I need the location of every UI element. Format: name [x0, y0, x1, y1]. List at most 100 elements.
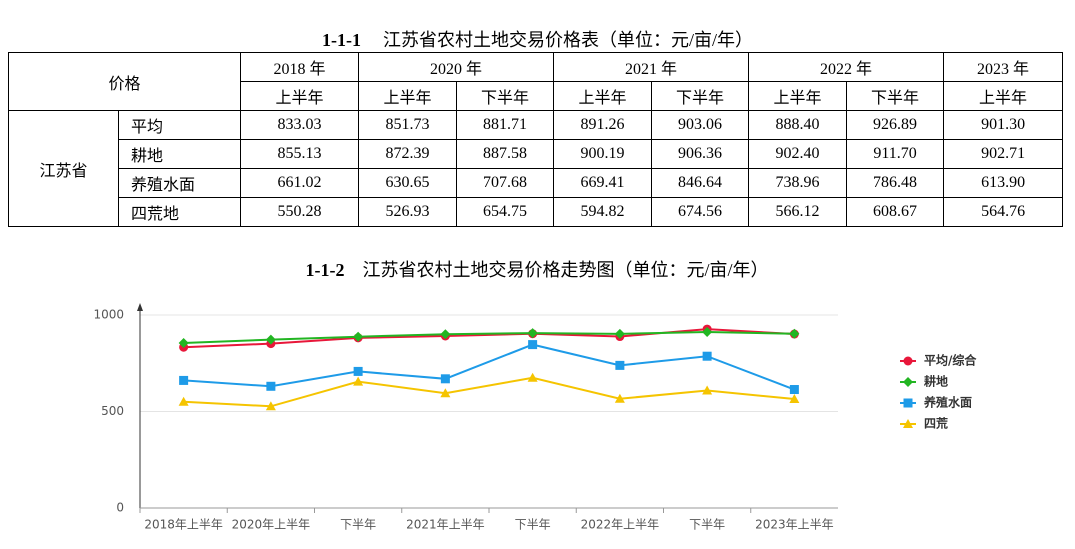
marker: [527, 372, 538, 382]
table-row: 四荒地 550.28 526.93 654.75 594.82 674.56 566.12 6…: [9, 197, 1064, 227]
marker: [702, 351, 712, 361]
value-cell: 901.30: [943, 110, 1064, 140]
legend-label: 养殖水面: [923, 395, 972, 410]
marker: [353, 366, 363, 376]
half-header: 上半年: [240, 81, 360, 111]
marker: [179, 375, 189, 385]
value-cell: 786.48: [846, 168, 945, 198]
half-header: 下半年: [456, 81, 555, 111]
year-header: 2022 年: [748, 52, 945, 82]
marker: [266, 381, 276, 391]
value-cell: 902.71: [943, 139, 1064, 169]
value-cell: 851.73: [358, 110, 458, 140]
half-header: 下半年: [846, 81, 945, 111]
value-cell: 887.58: [456, 139, 555, 169]
marker: [440, 329, 451, 340]
value-cell: 872.39: [358, 139, 458, 169]
legend-label: 四荒: [924, 416, 948, 431]
marker: [527, 328, 538, 339]
caption-text: 江苏省农村土地交易价格表（单位：元/亩/年）: [383, 30, 753, 50]
row-label: 养殖水面: [117, 168, 242, 198]
value-cell: 608.67: [846, 197, 945, 227]
marker: [702, 385, 713, 395]
marker: [903, 398, 913, 408]
table-row: 耕地 855.13 872.39 887.58 900.19 906.36 902.40 91…: [9, 139, 1064, 169]
marker: [903, 419, 913, 428]
row-label: 四荒地: [117, 197, 242, 227]
marker: [702, 327, 713, 338]
series-line: [183, 376, 795, 408]
y-tick-label: 1000: [93, 308, 124, 322]
half-header: 上半年: [748, 81, 848, 111]
value-cell: 833.03: [240, 110, 360, 140]
legend-label: 耕地: [924, 374, 948, 389]
x-tick-label: 2022年上半年: [581, 518, 660, 532]
marker: [615, 360, 625, 370]
value-cell: 707.68: [456, 168, 555, 198]
value-cell: 846.64: [651, 168, 750, 198]
value-cell: 902.40: [748, 139, 848, 169]
title-number: 1-1-2: [306, 260, 345, 280]
value-cell: 911.70: [846, 139, 945, 169]
year-header: 2020 年: [358, 52, 555, 82]
x-tick-label: 2021年上半年: [406, 518, 485, 532]
marker: [353, 331, 364, 342]
value-cell: 594.82: [553, 197, 653, 227]
table-row: 上半年 上半年 下半年 上半年 下半年 上半年 下半年 上半年: [9, 81, 1064, 111]
marker: [178, 396, 189, 406]
value-cell: 526.93: [358, 197, 458, 227]
value-cell: 926.89: [846, 110, 945, 140]
value-cell: 906.36: [651, 139, 750, 169]
x-tick-label: 2020年上半年: [232, 518, 311, 532]
value-cell: 674.56: [651, 197, 750, 227]
value-cell: 613.90: [943, 168, 1064, 198]
table-row: 价格 2018 年 2020 年 2021 年 2022 年 2023 年: [7, 52, 1064, 111]
caption-number: 1-1-1: [322, 30, 361, 50]
year-header: 2023 年: [943, 52, 1064, 82]
marker: [440, 374, 450, 384]
marker: [353, 376, 364, 386]
year-header: 2021 年: [553, 52, 750, 82]
x-tick-label: 下半年: [515, 518, 551, 532]
year-header: 2018 年: [240, 52, 360, 82]
series-line: [183, 343, 795, 391]
value-cell: 566.12: [748, 197, 848, 227]
value-cell: 888.40: [748, 110, 848, 140]
value-cell: 654.75: [456, 197, 555, 227]
value-cell: 903.06: [651, 110, 750, 140]
legend-label: 平均/综合: [924, 353, 977, 368]
value-cell: 661.02: [240, 168, 360, 198]
marker: [440, 388, 451, 398]
region-cell: 江苏省: [8, 110, 119, 227]
value-cell: 669.41: [553, 168, 653, 198]
half-header: 上半年: [553, 81, 653, 111]
chart: 1-1-2 江苏省农村土地交易价格走势图（单位：元/亩/年） 0 500 1000 20…: [93, 260, 977, 532]
row-label: 耕地: [117, 139, 242, 169]
marker: [903, 377, 913, 387]
marker: [903, 356, 913, 366]
value-cell: 855.13: [240, 139, 360, 169]
y-axis-arrow: [137, 303, 143, 311]
title-text: 江苏省农村土地交易价格走势图（单位：元/亩/年）: [363, 260, 769, 280]
row-label: 平均: [117, 110, 242, 140]
marker: [265, 401, 276, 411]
marker: [265, 334, 276, 345]
y-tick-label: 500: [101, 404, 124, 418]
corner-header: 价格: [7, 52, 242, 111]
table-row: 江苏省 平均 833.03 851.73 881.71 891.26 903.06 888.4…: [8, 110, 1064, 227]
x-tick-label: 下半年: [340, 518, 376, 532]
marker: [789, 394, 800, 404]
marker: [614, 328, 625, 339]
y-tick-label: 0: [116, 501, 124, 515]
half-header: 下半年: [651, 81, 750, 111]
half-header: 上半年: [943, 81, 1064, 111]
marker: [178, 337, 189, 348]
x-tick-label: 2023年上半年: [755, 518, 834, 532]
series-line: [183, 331, 795, 344]
marker: [789, 385, 799, 395]
value-cell: 900.19: [553, 139, 653, 169]
marker: [528, 340, 538, 350]
value-cell: 891.26: [553, 110, 653, 140]
half-header: 上半年: [358, 81, 458, 111]
